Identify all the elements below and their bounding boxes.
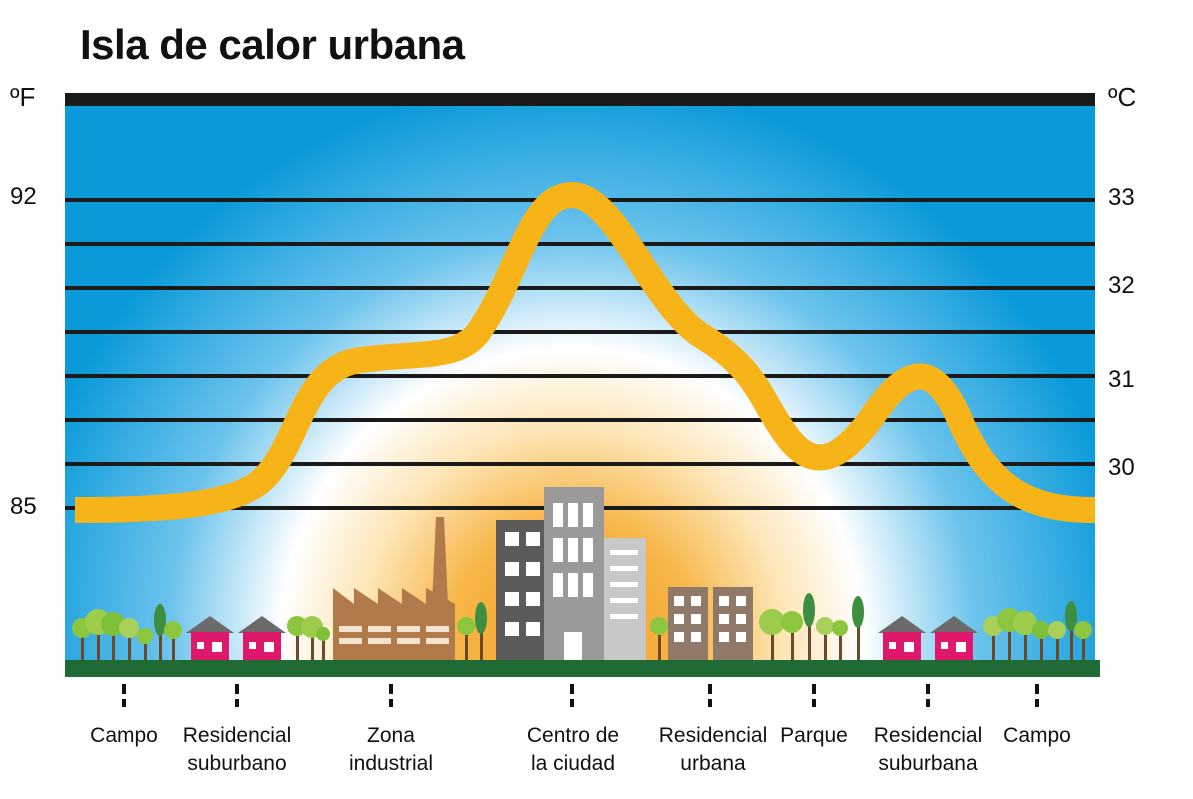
building-icon: [544, 487, 604, 660]
house-icon: [238, 616, 286, 660]
tree-icon: [72, 604, 182, 660]
location-marker: [235, 684, 239, 707]
celsius-unit-label: ºC: [1108, 82, 1137, 112]
building-icon: [604, 538, 646, 660]
location-marker: [708, 684, 712, 707]
tree-icon: [287, 616, 330, 660]
house-icon: [186, 616, 234, 660]
location-label-zona-industrial: Zona industrial: [348, 724, 434, 775]
tree-icon: [983, 601, 1092, 660]
building-icon: [496, 520, 548, 660]
location-label-campo-2: Campo: [1003, 724, 1071, 747]
temperature-curve: [74, 182, 1096, 523]
location-marker: [389, 684, 393, 707]
celsius-tick-label: 32: [1108, 272, 1135, 299]
location-marker: [570, 684, 574, 707]
tree-icon: [759, 593, 864, 660]
building-icon: [668, 587, 753, 660]
celsius-tick-label: 31: [1108, 366, 1135, 393]
location-label-centro: Centro de la ciudad: [526, 724, 620, 775]
fahrenheit-tick-label: 85: [10, 493, 37, 520]
top-bar: [65, 93, 1095, 106]
celsius-tick-label: 30: [1108, 454, 1135, 481]
celsius-tick-label: 33: [1108, 184, 1135, 211]
location-markers: [122, 684, 1039, 707]
tree-icon: [650, 617, 668, 660]
location-marker: [926, 684, 930, 707]
location-marker: [122, 684, 126, 707]
location-marker: [812, 684, 816, 707]
location-label-residencial-suburbano: Residencial suburbano: [182, 724, 292, 775]
ground-strip: [65, 660, 1100, 677]
diagram-title: Isla de calor urbana: [80, 21, 465, 68]
location-label-residencial-suburbana: Residencial suburbana: [873, 724, 983, 775]
location-marker: [1035, 684, 1039, 707]
fahrenheit-unit-label: ºF: [10, 82, 36, 112]
location-label-campo: Campo: [90, 724, 158, 747]
location-label-parque: Parque: [780, 724, 848, 747]
tree-icon: [457, 602, 487, 660]
house-icon: [878, 616, 926, 660]
location-label-residencial-urbana: Residencial urbana: [658, 724, 768, 775]
house-icon: [930, 616, 978, 660]
factory-icon: [333, 517, 455, 660]
fahrenheit-tick-label: 92: [10, 183, 37, 210]
